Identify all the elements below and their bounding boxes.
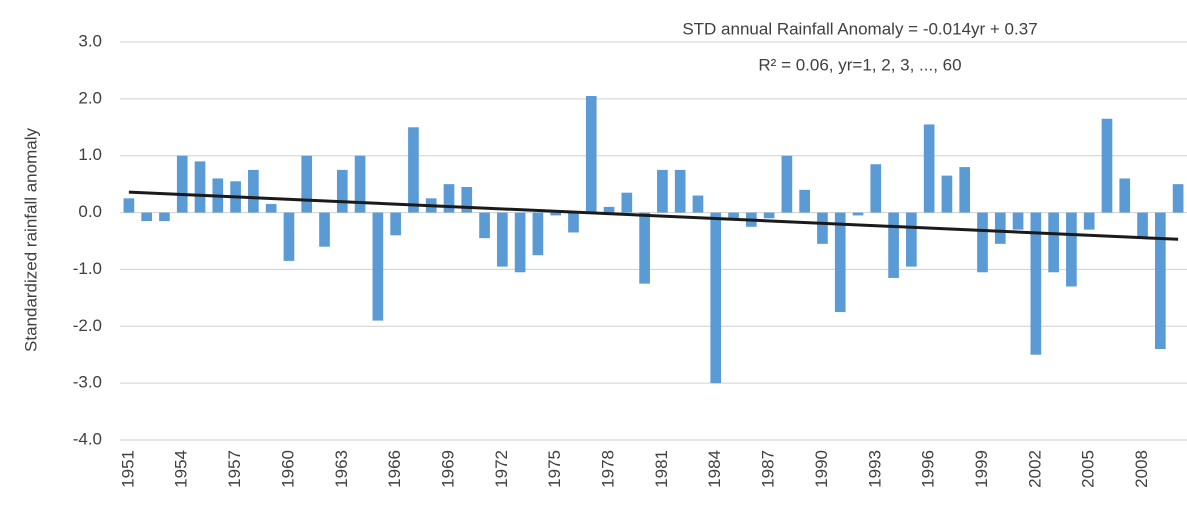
x-tick-label: 2008 xyxy=(1132,450,1151,488)
x-tick-label: 1954 xyxy=(172,450,191,488)
bar xyxy=(834,212,846,313)
bar xyxy=(817,212,828,244)
y-tick-label: 2.0 xyxy=(78,88,102,107)
bar xyxy=(799,189,810,213)
bar xyxy=(1101,118,1113,213)
bar xyxy=(372,212,384,321)
bar xyxy=(532,212,544,256)
x-tick-label: 2005 xyxy=(1079,450,1098,488)
bar xyxy=(550,212,562,216)
bar xyxy=(248,169,259,213)
x-tick-label: 1987 xyxy=(759,450,778,488)
y-tick-label: -3.0 xyxy=(73,373,102,392)
bar xyxy=(692,195,704,213)
bar xyxy=(657,169,668,213)
bar xyxy=(336,169,348,213)
bar xyxy=(710,212,722,384)
bar xyxy=(283,212,295,261)
trend-line xyxy=(128,190,1179,241)
x-tick-label: 1969 xyxy=(438,450,457,488)
bar xyxy=(265,204,277,213)
bar xyxy=(728,212,739,219)
y-tick-label: 1.0 xyxy=(78,145,102,164)
x-tick-label: 1957 xyxy=(225,450,244,488)
bar xyxy=(354,155,366,213)
x-tick-label: 1966 xyxy=(385,450,404,488)
bar xyxy=(870,164,882,213)
bar xyxy=(674,169,686,213)
bar xyxy=(443,184,455,213)
x-tick-label: 1984 xyxy=(705,450,724,488)
bar xyxy=(408,127,419,213)
x-tick-label: 1960 xyxy=(278,450,297,488)
y-tick-label: 3.0 xyxy=(78,31,102,50)
bar xyxy=(639,212,650,284)
bar xyxy=(621,192,633,213)
x-tick-label: 1996 xyxy=(919,450,938,488)
bar xyxy=(514,212,526,273)
bar xyxy=(1172,184,1184,213)
bar xyxy=(923,124,935,213)
bar xyxy=(585,96,597,213)
y-tick-label: -4.0 xyxy=(73,429,102,448)
bar xyxy=(479,212,490,239)
bar xyxy=(568,212,579,233)
bar xyxy=(1030,212,1042,355)
annotation-line: STD annual Rainfall Anomaly = -0.014yr +… xyxy=(682,19,1037,38)
y-axis-label: Standardized rainfall anomaly xyxy=(21,128,40,352)
bar xyxy=(159,212,170,222)
x-tick-label: 1990 xyxy=(812,450,831,488)
bar xyxy=(1154,212,1166,350)
bar xyxy=(301,155,313,213)
x-tick-label: 1951 xyxy=(118,450,137,488)
bar xyxy=(781,155,793,213)
bar xyxy=(941,175,953,213)
bar xyxy=(763,212,775,219)
y-tick-label: -2.0 xyxy=(73,316,102,335)
x-tick-label: 1978 xyxy=(599,450,618,488)
bar xyxy=(1137,212,1148,239)
bar xyxy=(319,212,330,247)
bar xyxy=(194,161,206,213)
x-tick-label: 1975 xyxy=(545,450,564,488)
bar xyxy=(1048,212,1059,273)
x-tick-label: 1963 xyxy=(332,450,351,488)
annotation-line: R² = 0.06, yr=1, 2, 3, ..., 60 xyxy=(758,55,961,74)
bar xyxy=(497,212,508,267)
bar xyxy=(1066,212,1077,287)
x-tick-label: 1981 xyxy=(652,450,671,488)
bar xyxy=(1083,212,1095,230)
x-tick-label: 1993 xyxy=(865,450,884,488)
x-tick-label: 2002 xyxy=(1025,450,1044,488)
bar xyxy=(603,206,615,213)
bar xyxy=(959,167,971,213)
bar xyxy=(123,198,135,213)
bar xyxy=(1012,212,1024,230)
y-tick-label: 0.0 xyxy=(78,202,102,221)
bar xyxy=(1119,178,1131,213)
bar xyxy=(888,212,899,278)
y-tick-label: -1.0 xyxy=(73,259,102,278)
bar xyxy=(176,155,188,213)
x-tick-label: 1972 xyxy=(492,450,511,488)
bar xyxy=(852,212,864,216)
bar xyxy=(461,186,473,213)
bar xyxy=(994,212,1006,244)
bar xyxy=(977,212,988,273)
bar xyxy=(141,212,153,222)
x-tick-label: 1999 xyxy=(972,450,991,488)
bar xyxy=(906,212,917,267)
bar xyxy=(390,212,401,236)
